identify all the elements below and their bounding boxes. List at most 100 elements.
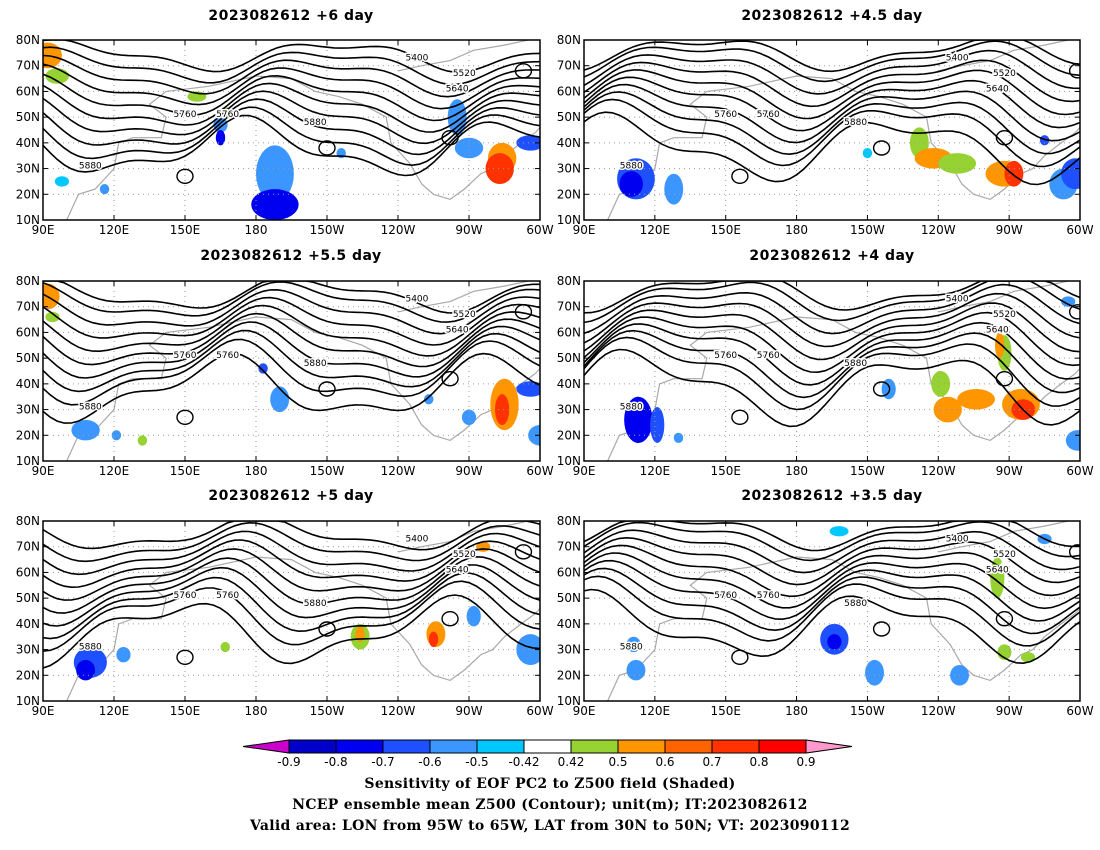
lat-tick-label: 30N — [557, 162, 581, 176]
z500-contour — [584, 98, 1080, 168]
lat-tick-label: 50N — [16, 351, 40, 365]
z500-contour — [43, 40, 540, 73]
contour-label: 5880 — [844, 599, 867, 609]
z500-contour — [584, 40, 1080, 83]
sensitivity-shading — [1020, 652, 1036, 663]
z500-contour — [584, 49, 1080, 95]
panel-title: 2023082612 +5.5 day — [200, 248, 382, 264]
z500-contour — [1068, 63, 1080, 79]
contour-label: 5880 — [844, 359, 867, 369]
contour-label: 5760 — [757, 110, 780, 120]
lat-tick-label: 70N — [557, 300, 581, 314]
z500-contour — [584, 544, 1080, 598]
sensitivity-shading — [54, 176, 70, 187]
contour-label: 5640 — [446, 325, 469, 335]
contour-label: 5760 — [174, 110, 197, 120]
sensitivity-shading — [76, 659, 96, 681]
panel-title: 2023082612 +6 day — [208, 8, 374, 24]
z500-contour — [43, 338, 540, 406]
sensitivity-shading — [454, 137, 484, 159]
z500-contour — [584, 529, 1080, 574]
z500-contour — [731, 409, 749, 425]
contour-label: 5880 — [620, 403, 643, 413]
colorbar-tick-label: -0.8 — [324, 755, 347, 769]
colorbar-tick-label: 0.6 — [655, 755, 674, 769]
colorbar-swatch — [711, 739, 760, 754]
map-frame — [42, 280, 541, 462]
panel-title: 2023082612 +4 day — [749, 248, 915, 264]
lon-tick-label: 60W — [1066, 704, 1093, 718]
lon-tick-label: 90W — [455, 464, 482, 478]
contour-label: 5640 — [986, 565, 1009, 575]
z500-contour — [584, 348, 1080, 428]
sensitivity-shading — [862, 148, 873, 159]
contour-label: 5760 — [757, 591, 780, 601]
z500-contour — [43, 521, 540, 551]
lat-tick-label: 80N — [557, 33, 581, 47]
lat-tick-label: 20N — [16, 668, 40, 682]
sensitivity-shading — [626, 636, 641, 653]
lat-tick-label: 30N — [16, 643, 40, 657]
z500-contour — [441, 611, 459, 627]
lat-tick-label: 10N — [557, 454, 581, 468]
lon-tick-label: 150W — [850, 223, 885, 237]
lat-tick-label: 60N — [16, 325, 40, 339]
sensitivity-shading — [137, 435, 148, 446]
contour-label: 5400 — [405, 295, 428, 305]
contour-label: 5520 — [453, 310, 476, 320]
sensitivity-shading — [99, 184, 110, 195]
lat-tick-label: 60N — [557, 84, 581, 98]
sensitivity-shading — [220, 641, 230, 653]
contour-label: 5760 — [714, 591, 737, 601]
lon-tick-label: 150E — [170, 704, 201, 718]
caption-line-3: Valid area: LON from 95W to 65W, LAT fro… — [249, 818, 851, 834]
contour-label: 5760 — [216, 351, 239, 361]
lat-tick-label: 80N — [16, 274, 40, 288]
colorbar-swatch — [288, 739, 337, 754]
colorbar-swatch — [758, 739, 807, 754]
lat-tick-label: 40N — [16, 136, 40, 150]
z500-contour — [43, 352, 540, 424]
panel-title: 2023082612 +5 day — [208, 488, 374, 504]
lon-tick-label: 60W — [526, 223, 553, 237]
z500-contour — [43, 304, 540, 357]
z500-contour — [872, 621, 891, 637]
contour-label: 5880 — [844, 118, 867, 128]
z500-contour — [995, 130, 1014, 146]
contour-label: 5400 — [946, 295, 969, 305]
lat-tick-label: 30N — [16, 403, 40, 417]
z500-contour — [176, 168, 194, 184]
contour-label: 5880 — [304, 599, 327, 609]
lat-tick-label: 20N — [557, 428, 581, 442]
lon-tick-label: 120W — [921, 464, 956, 478]
colorbar-tick-label: 0.7 — [702, 755, 721, 769]
lat-tick-label: 10N — [557, 213, 581, 227]
coastline — [397, 40, 529, 72]
colorbar-swatch — [476, 739, 525, 754]
sensitivity-shading — [461, 409, 477, 425]
z500-contour — [441, 371, 459, 387]
contour-label: 5880 — [620, 643, 643, 653]
lat-tick-label: 80N — [16, 33, 40, 47]
sensitivity-shading — [1061, 158, 1080, 190]
lat-tick-label: 60N — [557, 325, 581, 339]
map-frame — [583, 520, 1081, 702]
map-frame — [583, 39, 1081, 221]
lon-tick-label: 120E — [99, 223, 130, 237]
lon-tick-label: 180 — [245, 223, 268, 237]
z500-contour — [43, 82, 540, 133]
z500-contour — [43, 564, 540, 627]
z500-contour — [318, 140, 336, 156]
z500-contour — [584, 283, 1080, 335]
colorbar-tick-label: -0.7 — [371, 755, 394, 769]
map-panel: 5400 5520 5640 5760 5760 5880 5880 90E 120E 150E 1… — [557, 514, 1094, 718]
sensitivity-shading — [650, 407, 665, 443]
map-frame — [42, 39, 541, 221]
coastline — [397, 281, 529, 313]
lon-tick-label: 90E — [573, 464, 596, 478]
lon-tick-label: 150E — [170, 223, 201, 237]
sensitivity-shading — [626, 659, 646, 681]
sensitivity-shading — [466, 605, 481, 627]
lat-tick-label: 40N — [16, 617, 40, 631]
sensitivity-shading — [45, 311, 60, 323]
